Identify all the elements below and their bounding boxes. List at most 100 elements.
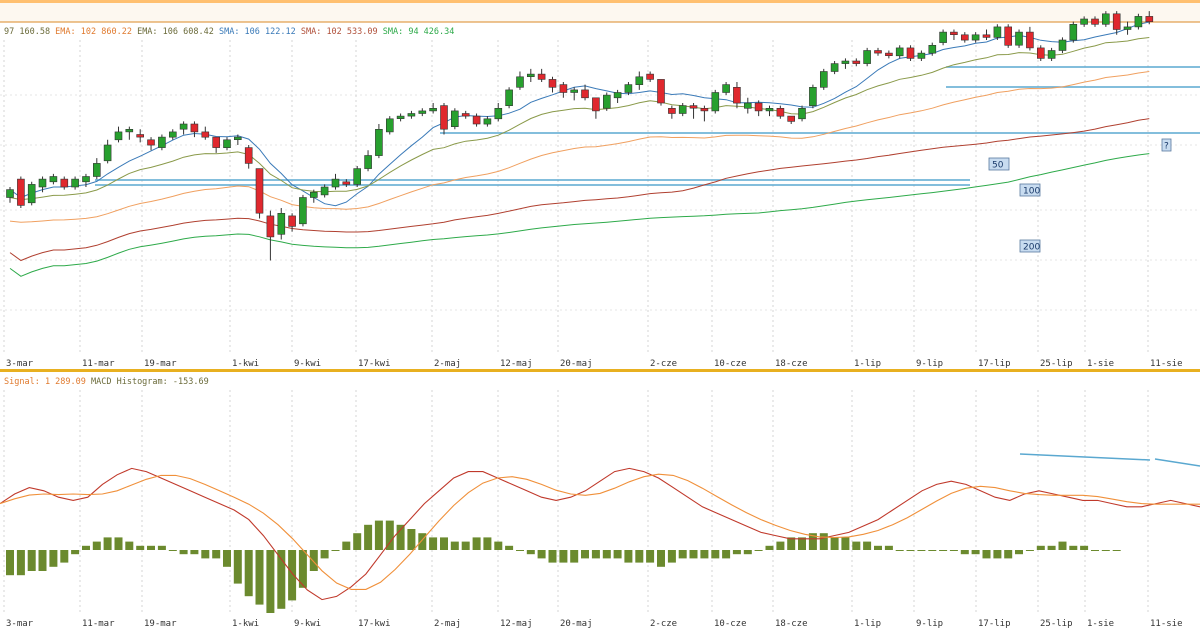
candle-body [1145, 16, 1154, 22]
histogram-bar [613, 550, 622, 559]
signal-line [0, 473, 1200, 590]
candle-body [657, 79, 665, 104]
candle-body [49, 176, 58, 183]
candle-body [830, 63, 839, 72]
candle-body [874, 50, 882, 54]
candle-body [906, 47, 915, 59]
candle-body [483, 118, 492, 125]
ma-label-text: 100 [1023, 187, 1040, 197]
candle-body [440, 105, 448, 130]
histogram-bar [298, 550, 307, 588]
histogram-bar [960, 550, 969, 555]
candle-body [722, 84, 730, 93]
histogram-bar [277, 550, 286, 609]
candle-body [559, 84, 568, 93]
histogram-bar [342, 541, 351, 550]
histogram-bar [548, 550, 557, 563]
histogram-bar [1036, 545, 1045, 550]
histogram-bar [646, 550, 655, 563]
candle-body [461, 113, 470, 117]
histogram-bar [309, 550, 318, 571]
ema-slow-line [9, 37, 1150, 201]
candle-body [17, 178, 25, 206]
candle-body [353, 168, 362, 185]
candle-body [700, 108, 709, 112]
histogram-bar [201, 550, 210, 559]
sma-200-line [9, 153, 1150, 277]
histogram-bar [82, 545, 90, 550]
histogram-bar [852, 541, 861, 550]
x-tick-label: 2-cze [650, 619, 677, 629]
macd-x-axis: 3-mar 11-mar 19-mar 1-kwi 9-kwi 17-kwi 2-maj 12… [6, 619, 1183, 629]
macd-trendline [1019, 453, 1151, 461]
histogram-bar [190, 550, 199, 555]
x-tick-label: 3-mar [6, 619, 34, 629]
candle-body [331, 178, 340, 188]
x-tick-label: 11-mar [82, 619, 115, 629]
candle-body [581, 89, 589, 99]
macd-trendlines[interactable] [1019, 453, 1200, 467]
candle-body [711, 92, 720, 112]
candle-body [776, 108, 785, 117]
candle-body [526, 73, 535, 77]
x-tick-label: 10-cze [714, 619, 747, 629]
histogram-bar [407, 529, 416, 550]
x-tick-label: 11-sie [1150, 619, 1183, 629]
histogram-bar [71, 550, 80, 555]
x-tick-label: 9-lip [916, 619, 943, 629]
candle-body [570, 89, 579, 93]
candle-body [450, 110, 459, 128]
candlestick-series[interactable] [6, 11, 1154, 261]
x-tick-label: 1-kwi [232, 619, 259, 629]
histogram-bar [581, 550, 589, 559]
price-grid [0, 40, 1200, 355]
x-tick-label: 17-lip [978, 619, 1011, 629]
histogram-bar [971, 550, 980, 555]
candle-body [613, 92, 622, 99]
window-header [0, 3, 1200, 22]
histogram-bar [689, 550, 698, 559]
histogram-bar [168, 550, 177, 551]
histogram-bar [114, 537, 123, 550]
candle-body [364, 155, 372, 169]
histogram-bar [949, 550, 958, 551]
histogram-bar [244, 550, 253, 597]
candle-body [505, 89, 513, 107]
histogram-bar [917, 550, 926, 551]
histogram-bar [38, 550, 47, 571]
histogram-bar [906, 550, 915, 551]
histogram-bar [385, 520, 394, 550]
histogram-bar [288, 550, 297, 601]
panel-divider[interactable] [0, 369, 1200, 372]
candle-body [147, 139, 155, 146]
legend-item: SMA: 94 426.34 [378, 27, 455, 37]
histogram-bar [635, 550, 644, 563]
histogram-bar [1091, 550, 1099, 551]
candle-body [494, 108, 503, 120]
x-tick-label: 1-lip [854, 619, 881, 629]
histogram-bar [1101, 550, 1110, 551]
histogram-bar [874, 545, 882, 550]
histogram-bar [331, 550, 340, 551]
x-tick-label: 18-cze [775, 619, 808, 629]
legend-item: EMA: 106 608.42 [132, 27, 214, 37]
candle-body [602, 94, 611, 109]
candle-body [917, 52, 926, 59]
candle-body [1004, 26, 1013, 46]
candle-body [472, 115, 481, 125]
histogram-bar [657, 550, 665, 567]
histogram-bar [494, 541, 503, 550]
histogram-bar [993, 550, 1002, 559]
histogram-bar [60, 550, 69, 563]
legend-item: MACD Histogram: -153.69 [86, 377, 209, 387]
histogram-bar [179, 550, 188, 555]
candle-body [375, 129, 383, 156]
histogram-bar [353, 533, 362, 550]
candle-body [244, 147, 253, 164]
candle-body [993, 26, 1002, 38]
x-tick-label: 1-sie [1087, 359, 1114, 369]
candle-body [277, 213, 286, 235]
candle-body [950, 31, 958, 35]
histogram-bar [711, 550, 720, 559]
